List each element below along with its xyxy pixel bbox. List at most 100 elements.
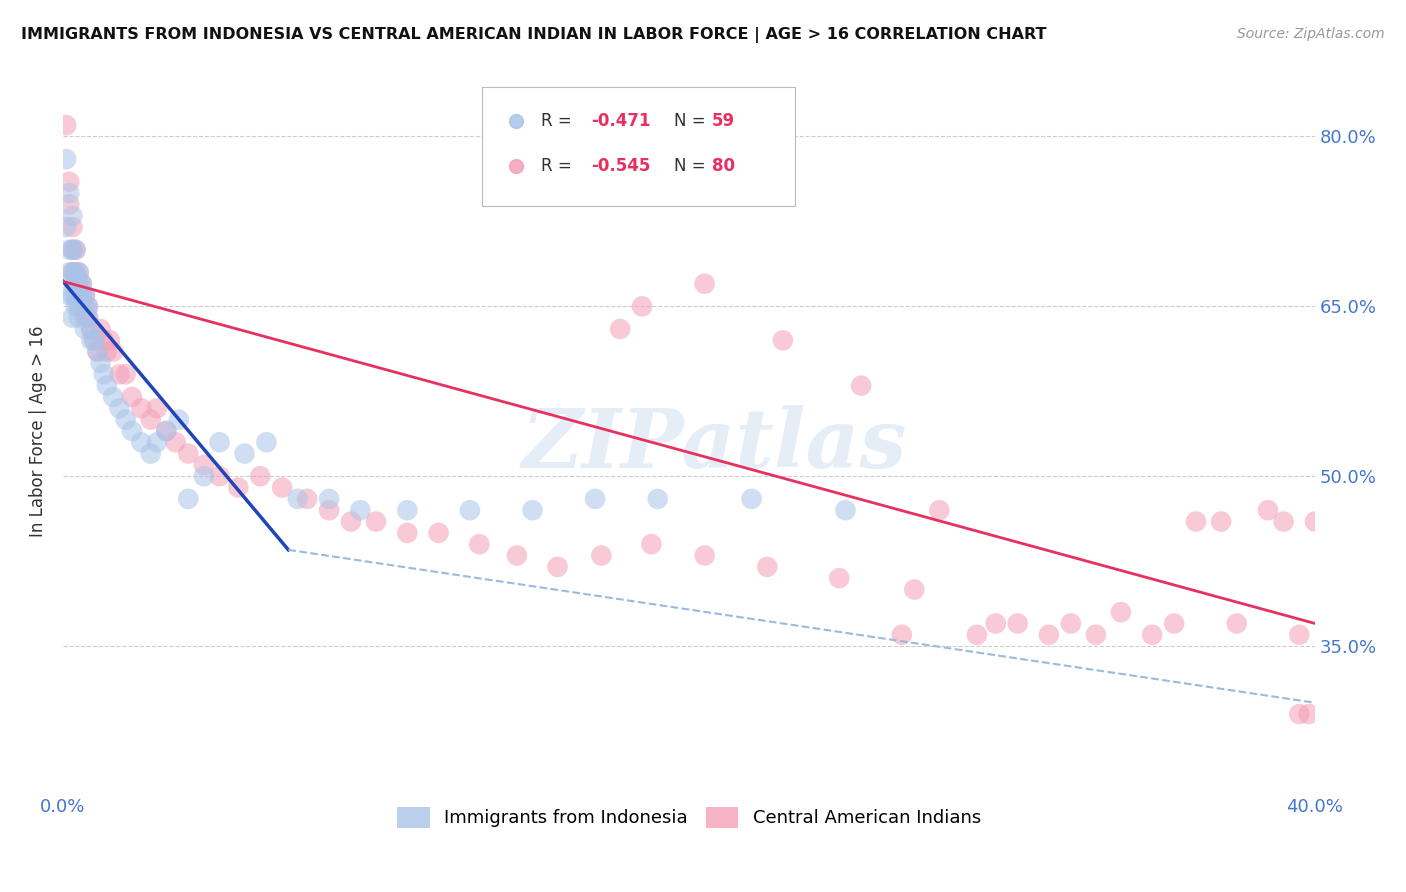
Point: [233, 447, 256, 461]
Point: [77, 310, 100, 325]
Point: [193, 469, 215, 483]
Point: [756, 559, 779, 574]
Point: [155, 424, 177, 438]
Point: [96, 378, 118, 392]
Point: [98, 334, 121, 348]
Text: -0.471: -0.471: [592, 112, 651, 129]
Point: [165, 435, 187, 450]
Point: [640, 537, 662, 551]
Point: [80, 322, 103, 336]
Point: [849, 378, 872, 392]
Point: [62, 265, 84, 279]
Point: [58, 186, 80, 200]
Point: [903, 582, 925, 597]
Point: [928, 503, 950, 517]
Y-axis label: In Labor Force | Age > 16: In Labor Force | Age > 16: [30, 326, 46, 537]
Point: [86, 344, 108, 359]
Point: [155, 424, 177, 438]
Point: [93, 368, 115, 382]
Point: [65, 243, 87, 257]
Point: [90, 356, 112, 370]
Point: [90, 322, 112, 336]
Point: [73, 299, 96, 313]
Point: [58, 265, 80, 279]
Point: [364, 515, 387, 529]
Point: [647, 491, 669, 506]
Point: [77, 299, 100, 313]
Text: IMMIGRANTS FROM INDONESIA VS CENTRAL AMERICAN INDIAN IN LABOR FORCE | AGE > 16 C: IMMIGRANTS FROM INDONESIA VS CENTRAL AME…: [21, 27, 1046, 43]
Point: [547, 559, 569, 574]
Point: [349, 503, 371, 517]
Point: [70, 288, 93, 302]
Point: [73, 288, 96, 302]
Point: [80, 334, 103, 348]
Point: [129, 401, 152, 416]
Point: [772, 334, 794, 348]
Point: [287, 491, 309, 506]
Point: [77, 299, 100, 313]
Point: [193, 458, 215, 472]
FancyBboxPatch shape: [482, 87, 796, 206]
Point: [890, 628, 912, 642]
Point: [73, 322, 96, 336]
Point: [177, 447, 200, 461]
Point: [70, 277, 93, 291]
Point: [1109, 605, 1132, 619]
Point: [146, 401, 169, 416]
Point: [741, 491, 763, 506]
Point: [101, 390, 124, 404]
Point: [62, 209, 84, 223]
Point: [591, 549, 613, 563]
Point: [318, 503, 340, 517]
Point: [67, 288, 90, 302]
Point: [65, 265, 87, 279]
Point: [396, 503, 419, 517]
Point: [121, 390, 143, 404]
Point: [828, 571, 851, 585]
Point: [67, 265, 90, 279]
Point: [73, 288, 96, 302]
Point: [67, 277, 90, 291]
Text: R =: R =: [541, 157, 578, 176]
Point: [62, 243, 84, 257]
Legend: Immigrants from Indonesia, Central American Indians: Immigrants from Indonesia, Central Ameri…: [389, 800, 988, 835]
Point: [256, 435, 278, 450]
Point: [77, 310, 100, 325]
Point: [1140, 628, 1163, 642]
Point: [62, 310, 84, 325]
Text: R =: R =: [541, 112, 578, 129]
Point: [139, 447, 162, 461]
Point: [583, 491, 606, 506]
Point: [108, 401, 131, 416]
Point: [1288, 628, 1310, 642]
Point: [62, 288, 84, 302]
Point: [55, 118, 77, 132]
Point: [62, 265, 84, 279]
Point: [631, 299, 654, 313]
Point: [1038, 628, 1060, 642]
Point: [396, 525, 419, 540]
Text: Source: ZipAtlas.com: Source: ZipAtlas.com: [1237, 27, 1385, 41]
Point: [318, 491, 340, 506]
Point: [83, 334, 105, 348]
Point: [1209, 515, 1232, 529]
Point: [65, 265, 87, 279]
Point: [67, 299, 90, 313]
Point: [114, 368, 136, 382]
Point: [65, 288, 87, 302]
Point: [73, 310, 96, 325]
Point: [226, 481, 249, 495]
Point: [1084, 628, 1107, 642]
Point: [65, 299, 87, 313]
Point: [55, 220, 77, 235]
Text: N =: N =: [673, 157, 711, 176]
Point: [1288, 707, 1310, 722]
Point: [70, 299, 93, 313]
Point: [62, 243, 84, 257]
Point: [1298, 707, 1320, 722]
Point: [427, 525, 450, 540]
Point: [62, 220, 84, 235]
Point: [984, 616, 1007, 631]
Point: [1163, 616, 1185, 631]
Point: [101, 344, 124, 359]
